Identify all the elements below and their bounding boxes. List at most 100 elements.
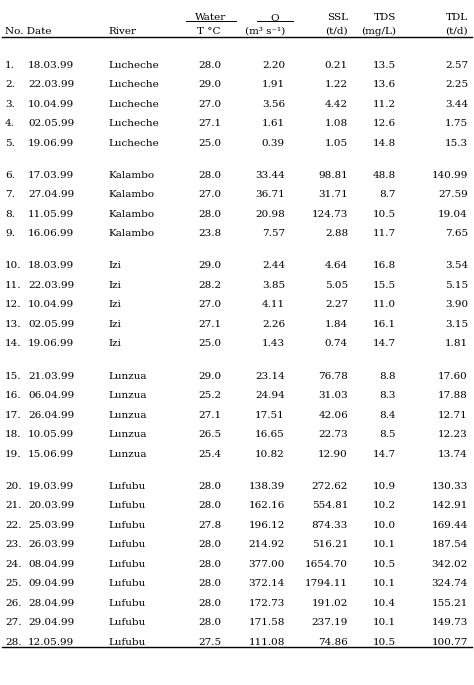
Text: 8.5: 8.5 (380, 430, 396, 439)
Text: 4.11: 4.11 (262, 300, 285, 310)
Text: 26.03.99: 26.03.99 (28, 540, 74, 549)
Text: 1.08: 1.08 (325, 119, 348, 128)
Text: Lufubu: Lufubu (108, 599, 145, 608)
Text: 06.04.99: 06.04.99 (28, 391, 74, 400)
Text: 3.56: 3.56 (262, 99, 285, 108)
Text: Izi: Izi (108, 339, 121, 349)
Text: 24.94: 24.94 (255, 391, 285, 400)
Text: 98.81: 98.81 (318, 171, 348, 179)
Text: 8.: 8. (5, 210, 15, 219)
Text: 214.92: 214.92 (249, 540, 285, 549)
Text: Lucheche: Lucheche (108, 119, 159, 128)
Text: 28.0: 28.0 (198, 60, 221, 69)
Text: 25.: 25. (5, 580, 21, 588)
Text: 1.: 1. (5, 60, 15, 69)
Text: SSL: SSL (327, 13, 348, 22)
Text: 4.42: 4.42 (325, 99, 348, 108)
Text: 1794.11: 1794.11 (305, 580, 348, 588)
Text: 10.2: 10.2 (373, 501, 396, 510)
Text: 25.2: 25.2 (198, 391, 221, 400)
Text: 26.: 26. (5, 599, 21, 608)
Text: 20.98: 20.98 (255, 210, 285, 219)
Text: 23.8: 23.8 (198, 229, 221, 238)
Text: 0.21: 0.21 (325, 60, 348, 69)
Text: 10.1: 10.1 (373, 540, 396, 549)
Text: 342.02: 342.02 (432, 560, 468, 569)
Text: 2.: 2. (5, 80, 15, 89)
Text: 10.: 10. (5, 262, 21, 271)
Text: (t/d): (t/d) (446, 27, 468, 36)
Text: T °C: T °C (198, 27, 221, 36)
Text: 10.1: 10.1 (373, 580, 396, 588)
Text: 1.81: 1.81 (445, 339, 468, 349)
Text: 27.59: 27.59 (438, 190, 468, 199)
Text: 10.0: 10.0 (373, 521, 396, 530)
Text: 3.: 3. (5, 99, 15, 108)
Text: 19.06.99: 19.06.99 (28, 339, 74, 349)
Text: Kalambo: Kalambo (108, 171, 154, 179)
Text: 6.: 6. (5, 171, 15, 179)
Text: 13.74: 13.74 (438, 449, 468, 458)
Text: Lunzua: Lunzua (108, 410, 146, 419)
Text: 5.05: 5.05 (325, 281, 348, 290)
Text: 3.54: 3.54 (445, 262, 468, 271)
Text: 20.03.99: 20.03.99 (28, 501, 74, 510)
Text: 18.: 18. (5, 430, 21, 439)
Text: 27.5: 27.5 (198, 638, 221, 647)
Text: 16.: 16. (5, 391, 21, 400)
Text: (mg/L): (mg/L) (361, 27, 396, 36)
Text: 12.: 12. (5, 300, 21, 310)
Text: 2.25: 2.25 (445, 80, 468, 89)
Text: 19.06.99: 19.06.99 (28, 138, 74, 147)
Text: 29.04.99: 29.04.99 (28, 618, 74, 627)
Text: 28.0: 28.0 (198, 482, 221, 490)
Text: 26.5: 26.5 (198, 430, 221, 439)
Text: 24.: 24. (5, 560, 21, 569)
Text: 15.: 15. (5, 371, 21, 381)
Text: 0.39: 0.39 (262, 138, 285, 147)
Text: 2.26: 2.26 (262, 320, 285, 329)
Text: 237.19: 237.19 (311, 618, 348, 627)
Text: 8.7: 8.7 (380, 190, 396, 199)
Text: 31.03: 31.03 (318, 391, 348, 400)
Text: Water: Water (195, 13, 227, 22)
Text: 1.84: 1.84 (325, 320, 348, 329)
Text: 149.73: 149.73 (432, 618, 468, 627)
Text: 16.65: 16.65 (255, 430, 285, 439)
Text: (m³ s⁻¹): (m³ s⁻¹) (245, 27, 285, 36)
Text: (t/d): (t/d) (325, 27, 348, 36)
Text: 2.57: 2.57 (445, 60, 468, 69)
Text: No. Date: No. Date (5, 27, 52, 36)
Text: Lufubu: Lufubu (108, 638, 145, 647)
Text: 27.1: 27.1 (198, 119, 221, 128)
Text: 12.71: 12.71 (438, 410, 468, 419)
Text: 18.03.99: 18.03.99 (28, 262, 74, 271)
Text: Lunzua: Lunzua (108, 430, 146, 439)
Text: 02.05.99: 02.05.99 (28, 320, 74, 329)
Text: 28.0: 28.0 (198, 210, 221, 219)
Text: 15.06.99: 15.06.99 (28, 449, 74, 458)
Text: 22.73: 22.73 (318, 430, 348, 439)
Text: 27.0: 27.0 (198, 190, 221, 199)
Text: 10.5: 10.5 (373, 638, 396, 647)
Text: TDL: TDL (446, 13, 468, 22)
Text: 14.7: 14.7 (373, 449, 396, 458)
Text: 19.03.99: 19.03.99 (28, 482, 74, 490)
Text: 12.90: 12.90 (318, 449, 348, 458)
Text: 12.6: 12.6 (373, 119, 396, 128)
Text: 17.51: 17.51 (255, 410, 285, 419)
Text: 21.03.99: 21.03.99 (28, 371, 74, 381)
Text: 10.4: 10.4 (373, 599, 396, 608)
Text: 14.8: 14.8 (373, 138, 396, 147)
Text: 10.5: 10.5 (373, 210, 396, 219)
Text: 874.33: 874.33 (311, 521, 348, 530)
Text: 7.57: 7.57 (262, 229, 285, 238)
Text: 33.44: 33.44 (255, 171, 285, 179)
Text: 42.06: 42.06 (318, 410, 348, 419)
Text: 26.04.99: 26.04.99 (28, 410, 74, 419)
Text: Lufubu: Lufubu (108, 540, 145, 549)
Text: 13.: 13. (5, 320, 21, 329)
Text: 74.86: 74.86 (318, 638, 348, 647)
Text: 17.03.99: 17.03.99 (28, 171, 74, 179)
Text: 10.04.99: 10.04.99 (28, 99, 74, 108)
